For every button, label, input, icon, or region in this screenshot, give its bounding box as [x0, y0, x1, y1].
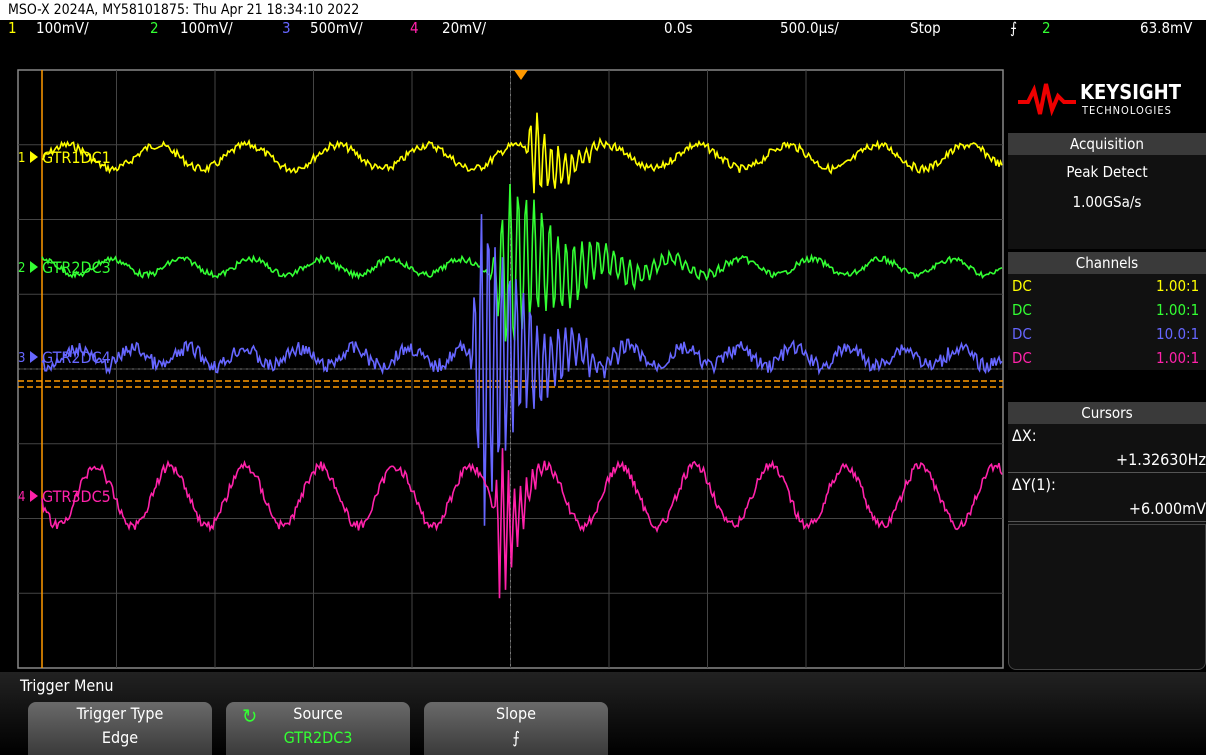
coupling: DC: [1012, 349, 1032, 367]
waveform: [41, 214, 1003, 526]
panel-title: Channels: [1008, 252, 1206, 274]
channel-row: DC 1.00:1: [1008, 274, 1206, 298]
waveform: [41, 448, 1003, 599]
acq-mode: Peak Detect: [1066, 163, 1148, 181]
key-value: Edge: [101, 728, 139, 747]
key-label: Slope: [496, 704, 536, 723]
channel-number: 2: [18, 261, 25, 276]
channels-panel: Channels DC 1.00:1 DC 1.00:1 DC 10.0:1 DC 1.00:…: [1008, 252, 1206, 370]
channel-marker: [30, 151, 38, 163]
softkey[interactable]: Slope ⨍: [424, 702, 608, 755]
key-value: GTR2DC3: [283, 728, 353, 747]
run-state: Stop: [910, 19, 941, 37]
channel-row: DC 1.00:1: [1008, 346, 1206, 370]
acquisition-panel: Acquisition Peak Detect 1.00GSa/s: [1008, 133, 1206, 249]
graticule: 1 GTR1DC1 2 GTR2DC3 3 GTR2DC4 4 GTR3DC5: [17, 69, 1004, 669]
slope-icon: ⨍: [512, 728, 520, 747]
ch4-scale: 20mV/: [442, 19, 487, 37]
panel-blank: [1008, 524, 1206, 670]
channel-number: 4: [18, 490, 25, 505]
softkey[interactable]: ↻ Source GTR2DC3: [226, 702, 410, 755]
channel-row: DC 1.00:1: [1008, 298, 1206, 322]
channel-row: DC 10.0:1: [1008, 322, 1206, 346]
ch1-scale: 100mV/: [36, 19, 89, 37]
key-label: Source: [293, 704, 343, 723]
ch1-num: 1: [8, 19, 17, 37]
channel-marker: [30, 261, 38, 273]
probe-ratio: 1.00:1: [1156, 349, 1200, 367]
channel-marker: [30, 490, 38, 502]
dx-value: +1.32630Hz: [1116, 450, 1206, 469]
panel-body: Peak Detect 1.00GSa/s: [1008, 155, 1206, 249]
trigger-level: 63.8mV: [1140, 19, 1193, 37]
coupling: DC: [1012, 325, 1032, 343]
waveform: [41, 112, 1003, 194]
probe-ratio: 10.0:1: [1156, 325, 1200, 343]
dy-value: +6.000mV: [1008, 497, 1206, 522]
dy-label: ΔY(1):: [1008, 472, 1206, 497]
ch3-scale: 500mV/: [310, 19, 363, 37]
brand-sub: TECHNOLOGIES: [1082, 104, 1172, 117]
delay: 0.0s: [664, 19, 693, 37]
dx-label: ΔX:: [1012, 426, 1037, 445]
channel-label: GTR3DC5: [42, 487, 111, 506]
channel-label: GTR2DC4: [42, 348, 111, 367]
trigger-marker: [514, 70, 528, 80]
coupling: DC: [1012, 301, 1032, 319]
channel-number: 3: [18, 351, 25, 366]
trigger-source: 2: [1042, 19, 1051, 37]
logo-wave: [1018, 83, 1076, 117]
ch4-num: 4: [410, 19, 419, 37]
panel-title: Cursors: [1008, 402, 1206, 424]
timebase: 500.0µs/: [780, 19, 839, 37]
softkey[interactable]: Trigger Type Edge: [28, 702, 212, 755]
ch3-num: 3: [282, 19, 291, 37]
ch2-num: 2: [150, 19, 159, 37]
channel-number: 1: [18, 151, 25, 166]
probe-ratio: 1.00:1: [1156, 277, 1200, 295]
channel-label: GTR2DC3: [42, 258, 111, 277]
brand: KEYSIGHT: [1080, 80, 1182, 104]
header-title: MSO-X 2024A, MY58101875: Thu Apr 21 18:3…: [0, 0, 1206, 20]
coupling: DC: [1012, 277, 1032, 295]
panel-body: DC 1.00:1 DC 1.00:1 DC 10.0:1 DC 1.00:1: [1008, 274, 1206, 370]
rotate-icon: ↻: [242, 704, 258, 728]
key-label: Trigger Type: [76, 704, 164, 723]
ch2-scale: 100mV/: [180, 19, 233, 37]
acq-rate: 1.00GSa/s: [1072, 193, 1142, 211]
menu-title: Trigger Menu: [20, 676, 114, 695]
logo: KEYSIGHT TECHNOLOGIES: [1008, 70, 1206, 130]
channel-label: GTR1DC1: [42, 148, 111, 167]
channel-marker: [30, 351, 38, 363]
probe-ratio: 1.00:1: [1156, 301, 1200, 319]
panel-title: Acquisition: [1008, 133, 1206, 155]
slope-icon: ⨍: [1010, 19, 1018, 37]
